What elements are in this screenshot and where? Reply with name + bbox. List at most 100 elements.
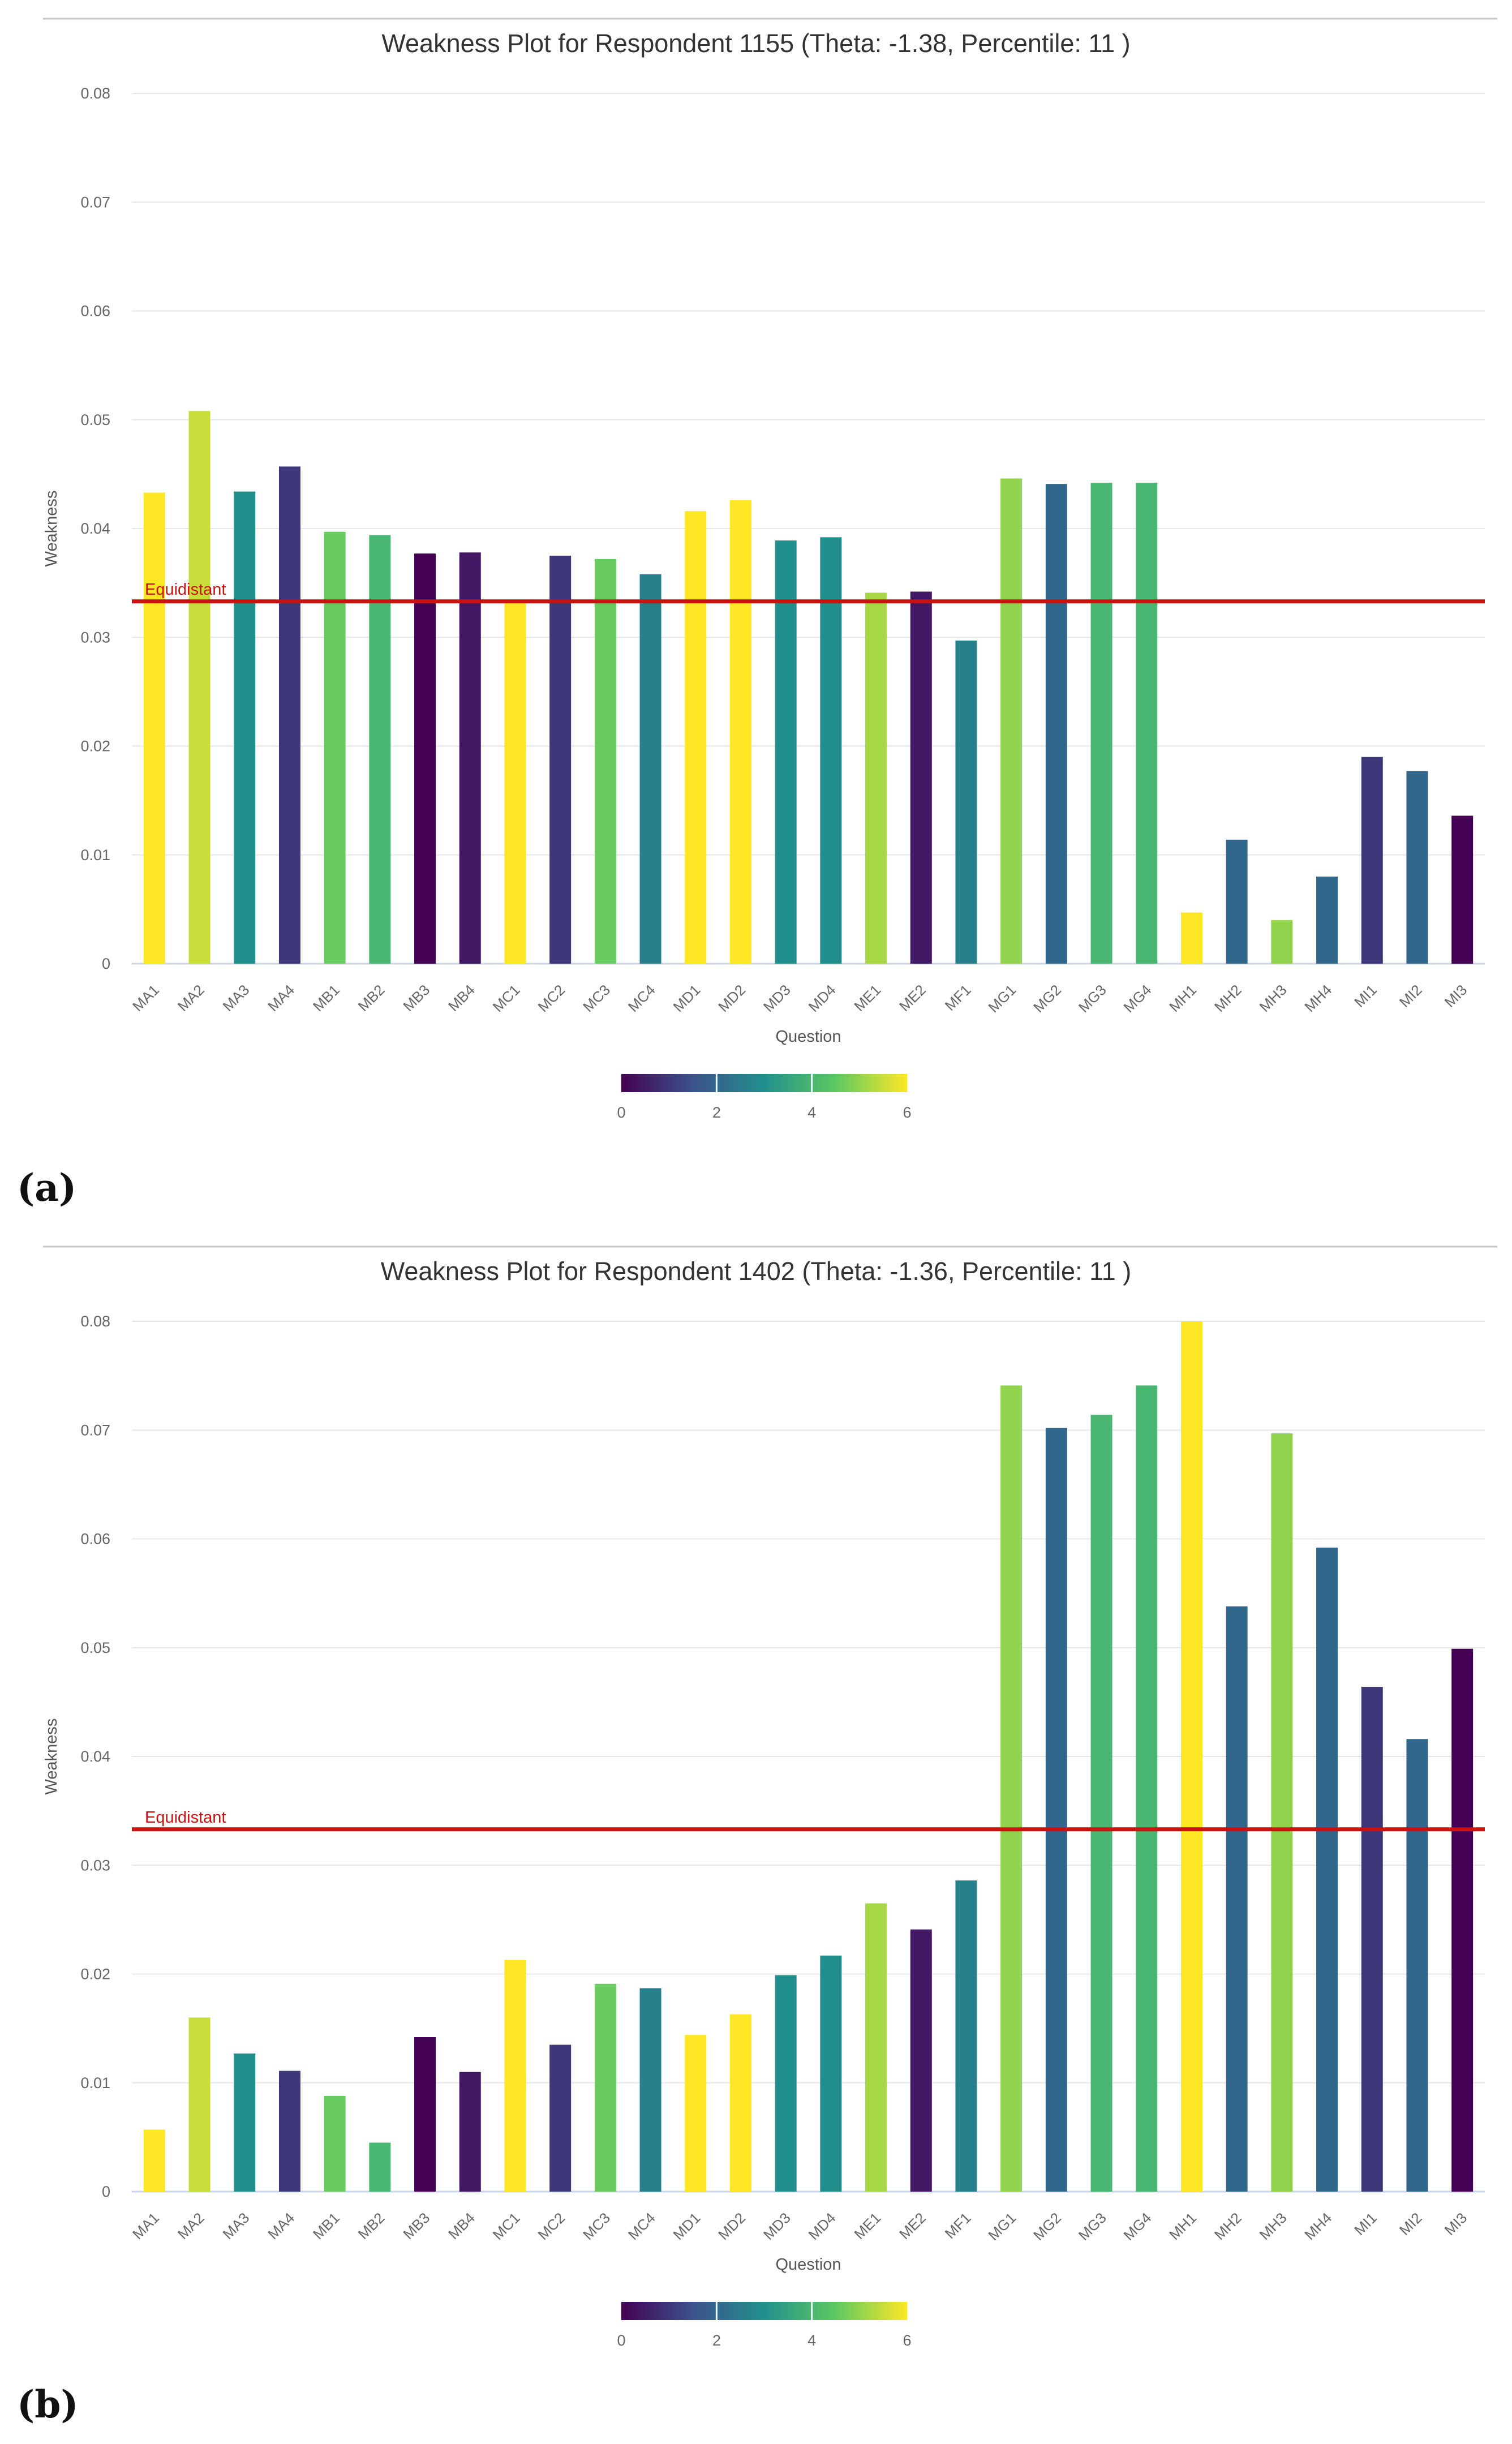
x-tick-label: MH1 [1166, 981, 1200, 1015]
chart-title: Weakness Plot for Respondent 1155 (Theta… [381, 29, 1130, 58]
equidistant-label: Equidistant [145, 1809, 226, 1827]
bar-MG2 [1045, 1428, 1067, 2192]
bar-MD1 [685, 2035, 707, 2192]
x-tick-label: ME2 [896, 981, 929, 1015]
y-tick-label: 0.03 [80, 1857, 110, 1874]
x-tick-label: MA4 [264, 2209, 298, 2243]
chart-panel-a: Weakness Plot for Respondent 1155 (Theta… [17, 18, 1497, 1210]
bar-MB4 [459, 2072, 481, 2192]
bar-MG4 [1136, 1385, 1158, 2192]
panel-label-b: (b) [17, 2382, 79, 2426]
bar-MH2 [1226, 839, 1248, 964]
chart-title: Weakness Plot for Respondent 1402 (Theta… [381, 1257, 1132, 1286]
x-tick-label: MB3 [400, 981, 433, 1015]
x-tick-label: MC1 [489, 2209, 523, 2243]
bar-MI2 [1406, 1739, 1428, 2192]
bar-MG4 [1136, 483, 1158, 964]
colorbar-tick-label: 6 [903, 1104, 911, 1121]
x-tick-label: MD1 [669, 2209, 703, 2243]
bar-ME2 [910, 1929, 932, 2192]
y-tick-label: 0.04 [80, 1748, 110, 1765]
bar-MA4 [278, 2071, 300, 2192]
y-tick-label: 0.08 [80, 1313, 110, 1330]
colorbar [621, 2302, 907, 2320]
x-tick-label: MF1 [942, 981, 974, 1014]
bar-MD1 [685, 511, 707, 964]
x-tick-label: MH4 [1301, 981, 1335, 1015]
x-tick-label: MA4 [264, 981, 298, 1015]
bar-MG1 [1000, 478, 1023, 964]
weakness-chart-b: Weakness Plot for Respondent 1402 (Theta… [42, 1245, 1497, 2349]
y-tick-label: 0.03 [80, 629, 110, 646]
y-tick-label: 0.08 [80, 85, 110, 102]
bar-MD4 [820, 537, 842, 964]
bar-MH3 [1271, 920, 1293, 964]
x-tick-label: MD3 [760, 981, 794, 1015]
x-tick-label: MH3 [1256, 2209, 1290, 2243]
panel-label-a: (a) [17, 1166, 77, 1210]
bar-MC1 [504, 601, 526, 964]
bar-MD4 [820, 1955, 842, 2192]
x-axis-label: Question [775, 2256, 841, 2274]
bar-MA2 [188, 411, 211, 964]
bar-MH2 [1226, 1606, 1248, 2192]
bar-MG1 [1000, 1385, 1023, 2192]
weakness-chart-a: Weakness Plot for Respondent 1155 (Theta… [42, 18, 1497, 1121]
bar-MD2 [729, 2014, 751, 2192]
bar-MG3 [1090, 483, 1112, 964]
x-tick-label: MD2 [715, 981, 749, 1015]
x-tick-label: MB1 [310, 981, 343, 1015]
x-tick-label: MI2 [1396, 981, 1425, 1011]
bar-MI1 [1361, 1686, 1383, 2192]
x-tick-label: MA3 [219, 2209, 252, 2243]
x-tick-label: MD4 [805, 981, 839, 1015]
y-tick-label: 0.07 [80, 194, 110, 211]
x-tick-label: MH2 [1211, 981, 1245, 1015]
colorbar-tick-label: 0 [617, 2332, 625, 2349]
x-tick-label: MG1 [985, 2209, 1019, 2244]
bar-MC4 [639, 1988, 662, 2192]
colorbar-tick-label: 4 [807, 2332, 816, 2349]
y-tick-label: 0.05 [80, 411, 110, 428]
x-tick-label: MD3 [760, 2209, 794, 2243]
colorbar-tick-label: 2 [712, 2332, 721, 2349]
x-tick-label: MH3 [1256, 981, 1290, 1015]
bar-MB3 [414, 553, 436, 964]
x-tick-label: MA2 [174, 981, 208, 1015]
y-tick-label: 0.02 [80, 1966, 110, 1983]
bar-MC1 [504, 1960, 526, 2192]
bar-MG3 [1090, 1415, 1112, 2192]
y-tick-label: 0.01 [80, 2074, 110, 2091]
x-tick-label: MG2 [1030, 2209, 1064, 2244]
x-tick-label: MG3 [1075, 2209, 1110, 2244]
bar-MB2 [369, 2142, 391, 2192]
x-tick-label: MF1 [942, 2209, 974, 2242]
y-tick-label: 0.02 [80, 738, 110, 755]
bar-MH4 [1316, 877, 1338, 964]
bar-MD2 [729, 500, 751, 964]
colorbar [621, 1074, 907, 1092]
bar-MH1 [1180, 1321, 1202, 2192]
x-tick-label: MC2 [534, 2209, 568, 2243]
y-tick-label: 0.04 [80, 520, 110, 537]
x-tick-label: MC4 [625, 2209, 659, 2243]
x-axis-label: Question [775, 1028, 841, 1046]
x-tick-label: MB4 [445, 2209, 478, 2243]
x-tick-label: MI2 [1396, 2209, 1425, 2239]
x-tick-label: MG2 [1030, 981, 1064, 1016]
bar-ME1 [865, 592, 887, 964]
x-tick-label: ME1 [850, 2209, 884, 2243]
bar-MA4 [278, 466, 300, 964]
x-tick-label: ME1 [850, 981, 884, 1015]
x-tick-label: MA3 [219, 981, 252, 1015]
y-tick-label: 0.06 [80, 1531, 110, 1548]
equidistant-label: Equidistant [145, 581, 226, 599]
bar-MA1 [143, 2129, 165, 2192]
y-tick-label: 0 [102, 2183, 110, 2200]
bar-MI3 [1451, 815, 1474, 964]
bar-MI2 [1406, 771, 1428, 964]
bar-MB1 [324, 531, 346, 964]
x-tick-label: MB2 [355, 2209, 388, 2243]
x-tick-label: MG1 [985, 981, 1019, 1016]
x-tick-label: MB2 [355, 981, 388, 1015]
